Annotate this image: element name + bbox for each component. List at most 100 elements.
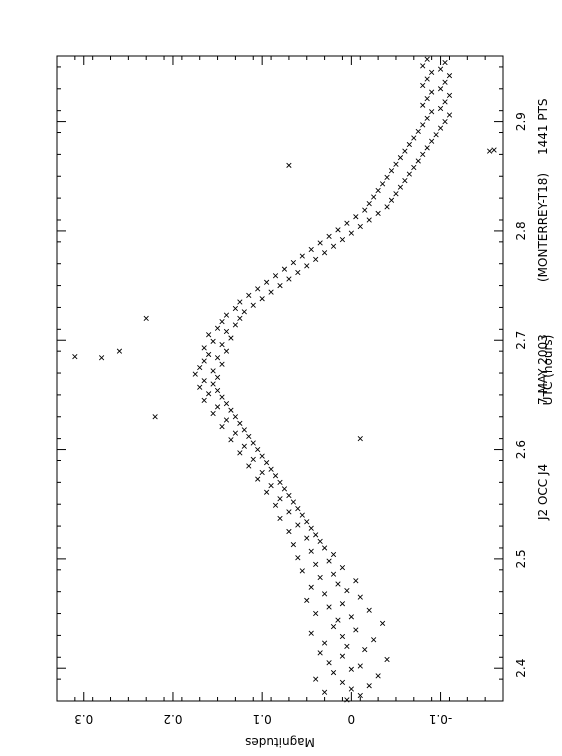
data-point [321, 689, 328, 695]
data-point [299, 253, 305, 259]
data-point [272, 502, 279, 508]
x-tick-label: 2.8 [514, 221, 528, 240]
data-point [246, 292, 252, 299]
data-point [241, 443, 247, 449]
data-point [353, 214, 359, 220]
data-point [384, 204, 390, 210]
data-point [214, 325, 221, 331]
data-point [375, 673, 381, 679]
data-point [214, 404, 221, 410]
data-point [201, 345, 207, 351]
data-point [206, 391, 212, 397]
data-point [429, 109, 435, 115]
data-point [424, 115, 430, 121]
data-point [429, 89, 435, 95]
data-point [272, 273, 279, 279]
data-point [339, 653, 346, 659]
data-point [330, 571, 337, 577]
data-point [437, 125, 444, 131]
data-point [219, 361, 225, 367]
data-point [237, 315, 243, 321]
data-point [330, 624, 337, 630]
data-point [348, 230, 354, 236]
axis-ticks [56, 56, 503, 702]
y-tick-label: 0 [348, 712, 356, 726]
data-point [143, 315, 149, 321]
data-point [437, 86, 444, 92]
data-point [321, 591, 328, 597]
data-point [250, 440, 256, 446]
data-point [295, 269, 301, 276]
data-point [206, 332, 212, 338]
data-point [424, 145, 430, 151]
title-part-2: 7 MAY 2003 [536, 334, 550, 405]
data-point [223, 348, 230, 354]
data-point [415, 128, 421, 135]
data-point [214, 387, 221, 394]
data-point [223, 417, 230, 423]
data-point [210, 368, 216, 374]
data-point [210, 338, 216, 344]
data-point [321, 640, 328, 646]
data-point [286, 528, 292, 535]
data-point [487, 148, 493, 154]
data-point [72, 354, 78, 360]
data-point [206, 351, 212, 358]
data-point [286, 276, 292, 282]
data-point [446, 92, 453, 98]
data-point [420, 63, 426, 69]
data-point [402, 178, 408, 184]
data-point [313, 532, 319, 538]
data-point [232, 430, 239, 436]
data-point [210, 381, 216, 387]
data-point [344, 587, 350, 594]
data-point [237, 450, 243, 456]
data-point [326, 660, 332, 666]
data-point [339, 601, 346, 607]
data-point [223, 312, 230, 318]
data-point [406, 171, 412, 177]
data-point [232, 305, 239, 312]
data-point [339, 565, 346, 571]
data-point [317, 574, 323, 581]
data-point [259, 453, 265, 459]
data-point [348, 666, 354, 672]
data-point [357, 663, 363, 669]
data-point [219, 319, 225, 325]
data-point [228, 407, 234, 413]
data-point [223, 401, 230, 407]
data-point [339, 237, 346, 243]
y-tick-label: 0.1 [253, 712, 272, 726]
data-point [308, 584, 314, 590]
data-point [348, 686, 354, 692]
data-point [277, 515, 283, 522]
data-point [219, 423, 225, 430]
data-point [299, 512, 305, 518]
data-point [219, 341, 225, 348]
data-point [357, 436, 363, 442]
y-axis-label: Magnitudes [245, 735, 315, 749]
data-point [344, 697, 350, 703]
data-point [308, 246, 314, 253]
data-point [433, 132, 439, 138]
title-part-1: J2 OCC J4 [536, 464, 550, 521]
data-point [228, 335, 234, 341]
data-point [326, 233, 332, 239]
data-point [317, 650, 323, 656]
data-point [357, 594, 363, 600]
data-point [326, 558, 332, 564]
data-point [362, 647, 368, 653]
data-point [237, 299, 243, 305]
data-point [366, 683, 372, 689]
data-point [353, 627, 359, 633]
data-point [250, 302, 256, 308]
data-point [295, 522, 301, 528]
data-point [246, 463, 252, 469]
data-point [420, 122, 426, 128]
x-axis-label: UTC (hours) [541, 335, 555, 406]
data-point [295, 505, 301, 512]
data-point [317, 538, 323, 545]
data-point [295, 555, 301, 561]
data-point [277, 282, 283, 289]
